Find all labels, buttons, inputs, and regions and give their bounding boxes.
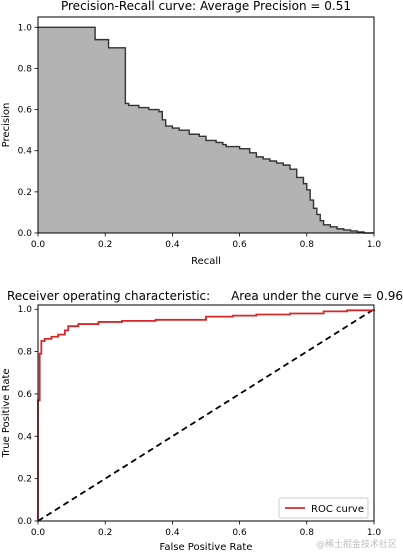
roc-legend-label: ROC curve	[311, 504, 364, 515]
pr-x-tick-label: 0.0	[31, 240, 46, 250]
pr-axes-frame	[37, 16, 375, 234]
watermark: @稀土掘金技术社区	[316, 538, 397, 550]
pr-y-tick-label: 1.0	[18, 23, 33, 33]
roc-chart-title-left: Receiver operating characteristic:	[7, 289, 210, 303]
roc-legend-box	[278, 497, 369, 519]
roc-chance-line	[37, 308, 375, 522]
roc-y-tick-label: 0.6	[18, 390, 33, 400]
roc-y-tick-label: 0.8	[18, 348, 33, 358]
pr-x-tick-label: 0.4	[165, 240, 180, 250]
pr-x-axis-label: Recall	[191, 256, 221, 267]
pr-x-tick-label: 0.6	[232, 240, 247, 250]
roc-y-tick-label: 0.0	[18, 517, 33, 527]
roc-x-tick-label: 0.4	[165, 528, 180, 538]
roc-plot-area	[37, 308, 375, 522]
roc-curve-line	[37, 309, 375, 521]
pr-y-tick-label: 0.8	[18, 64, 33, 74]
roc-x-tick-label: 1.0	[367, 528, 382, 538]
roc-x-tick-label: 0.8	[300, 528, 315, 538]
roc-axes-frame	[37, 304, 375, 522]
pr-y-tick-label: 0.0	[18, 229, 33, 239]
pr-x-tick-label: 0.8	[300, 240, 315, 250]
roc-y-tick-label: 0.2	[18, 475, 32, 485]
roc-chart-title-right: Area under the curve = 0.96	[231, 289, 403, 303]
roc-legend: ROC curve	[278, 497, 369, 519]
pr-x-axis: 0.0 0.2 0.4 0.6 0.8 1.0	[31, 233, 382, 250]
precision-recall-chart: Precision-Recall curve: Average Precisio…	[1, 0, 381, 267]
roc-x-tick-label: 0.6	[232, 528, 247, 538]
roc-x-axis-label: False Positive Rate	[160, 542, 253, 552]
roc-y-axis: 0.0 0.2 0.4 0.6 0.8 1.0	[18, 305, 38, 527]
roc-y-tick-label: 0.4	[18, 432, 33, 442]
pr-x-tick-label: 0.2	[98, 240, 112, 250]
pr-y-axis: 0.0 0.2 0.4 0.6 0.8 1.0	[18, 23, 38, 239]
pr-y-tick-label: 0.4	[18, 147, 33, 157]
roc-x-tick-label: 0.0	[31, 528, 46, 538]
roc-x-tick-label: 0.2	[98, 528, 112, 538]
roc-x-axis: 0.0 0.2 0.4 0.6 0.8 1.0	[31, 521, 382, 538]
pr-y-tick-label: 0.6	[18, 106, 33, 116]
pr-plot-area	[38, 26, 374, 234]
roc-y-axis-label: True Positive Rate	[1, 368, 12, 458]
pr-chart-title: Precision-Recall curve: Average Precisio…	[61, 0, 351, 13]
pr-step-line	[38, 26, 374, 234]
pr-y-tick-label: 0.2	[18, 188, 32, 198]
pr-area-fill	[38, 27, 374, 233]
roc-y-tick-label: 1.0	[18, 305, 33, 315]
pr-y-axis-label: Precision	[1, 103, 12, 148]
roc-chart: Receiver operating characteristic: Area …	[1, 289, 403, 552]
pr-x-tick-label: 1.0	[367, 240, 382, 250]
